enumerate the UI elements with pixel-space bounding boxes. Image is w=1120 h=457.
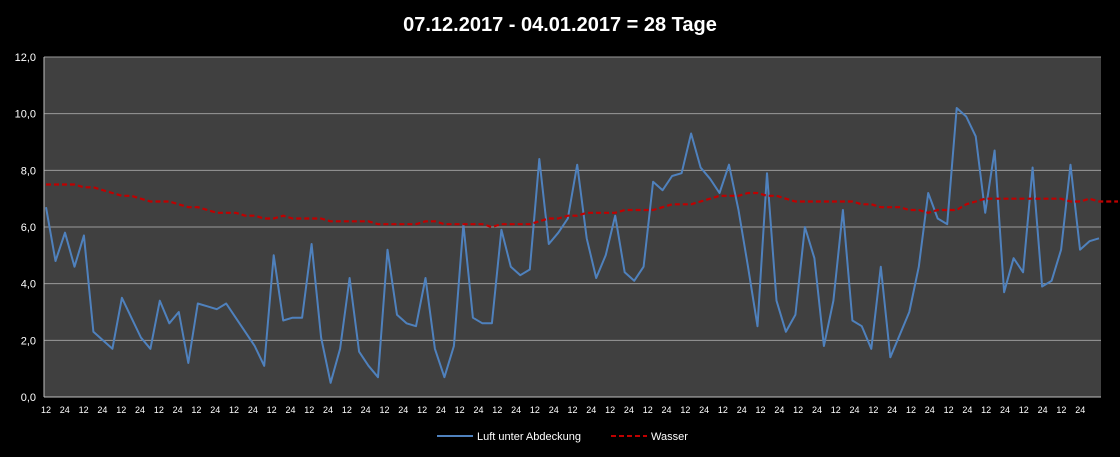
x-tick-label: 12 (680, 405, 690, 415)
x-tick-label: 12 (831, 405, 841, 415)
y-tick-label: 2,0 (21, 335, 36, 347)
x-tick-label: 24 (436, 405, 446, 415)
x-tick-label: 24 (662, 405, 672, 415)
x-tick-label: 12 (718, 405, 728, 415)
x-tick-label: 12 (944, 405, 954, 415)
x-tick-label: 24 (624, 405, 634, 415)
x-tick-label: 24 (285, 405, 295, 415)
y-axis: 0,0 2,0 4,0 6,0 8,0 10,0 12,0 (15, 52, 45, 404)
x-tick-label: 24 (323, 405, 333, 415)
x-tick-label: 24 (962, 405, 972, 415)
x-tick-label: 12 (793, 405, 803, 415)
legend: Luft unter Abdeckung Wasser (437, 431, 688, 443)
x-tick-label: 24 (473, 405, 483, 415)
y-tick-label: 10,0 (15, 109, 36, 121)
x-tick-label: 12 (267, 405, 277, 415)
x-tick-label: 24 (549, 405, 559, 415)
x-tick-label: 24 (97, 405, 107, 415)
x-tick-label: 12 (79, 405, 89, 415)
x-tick-label: 24 (586, 405, 596, 415)
x-tick-label: 12 (906, 405, 916, 415)
x-tick-label: 12 (643, 405, 653, 415)
x-tick-label: 12 (981, 405, 991, 415)
x-tick-label: 12 (154, 405, 164, 415)
x-tick-label: 12 (191, 405, 201, 415)
x-tick-label: 12 (342, 405, 352, 415)
x-tick-label: 24 (173, 405, 183, 415)
x-tick-label: 24 (1038, 405, 1048, 415)
x-tick-label: 12 (304, 405, 314, 415)
x-tick-label: 24 (737, 405, 747, 415)
x-tick-label: 12 (530, 405, 540, 415)
x-tick-label: 12 (116, 405, 126, 415)
y-tick-label: 0,0 (21, 392, 36, 404)
x-tick-label: 12 (455, 405, 465, 415)
x-tick-label: 12 (379, 405, 389, 415)
x-tick-label: 12 (229, 405, 239, 415)
series-line-1 (45, 107, 1100, 384)
x-tick-label: 24 (60, 405, 70, 415)
chart-title: 07.12.2017 - 04.01.2017 = 28 Tage (403, 14, 717, 36)
x-tick-label: 24 (812, 405, 822, 415)
x-axis: 12 24 12 24 12 24 12 24 12 24 12 24 12 24 12 24 12 24 12 24… (41, 396, 1101, 415)
legend-label: Luft unter Abdeckung (477, 431, 581, 443)
x-tick-label: 24 (1075, 405, 1085, 415)
x-tick-label: 12 (868, 405, 878, 415)
x-tick-label: 12 (492, 405, 502, 415)
x-tick-label: 24 (887, 405, 897, 415)
x-tick-label: 12 (417, 405, 427, 415)
x-tick-label: 12 (756, 405, 766, 415)
x-tick-label: 24 (1000, 405, 1010, 415)
y-tick-label: 8,0 (21, 165, 36, 177)
x-tick-label: 24 (511, 405, 521, 415)
y-tick-label: 4,0 (21, 279, 36, 291)
x-tick-label: 24 (398, 405, 408, 415)
legend-label: Wasser (651, 431, 688, 443)
x-tick-label: 24 (925, 405, 935, 415)
x-tick-label: 24 (248, 405, 258, 415)
x-tick-label: 24 (699, 405, 709, 415)
x-tick-label: 12 (567, 405, 577, 415)
x-tick-label: 12 (41, 405, 51, 415)
x-tick-label: 24 (210, 405, 220, 415)
y-tick-label: 6,0 (21, 222, 36, 234)
x-tick-label: 24 (361, 405, 371, 415)
series-layer (45, 107, 1118, 384)
series-line-2 (46, 183, 1118, 229)
y-tick-label: 12,0 (15, 52, 36, 64)
x-tick-label: 12 (605, 405, 615, 415)
x-tick-label: 24 (850, 405, 860, 415)
x-tick-label: 24 (774, 405, 784, 415)
x-tick-label: 24 (135, 405, 145, 415)
x-tick-label: 12 (1056, 405, 1066, 415)
x-tick-label: 12 (1019, 405, 1029, 415)
